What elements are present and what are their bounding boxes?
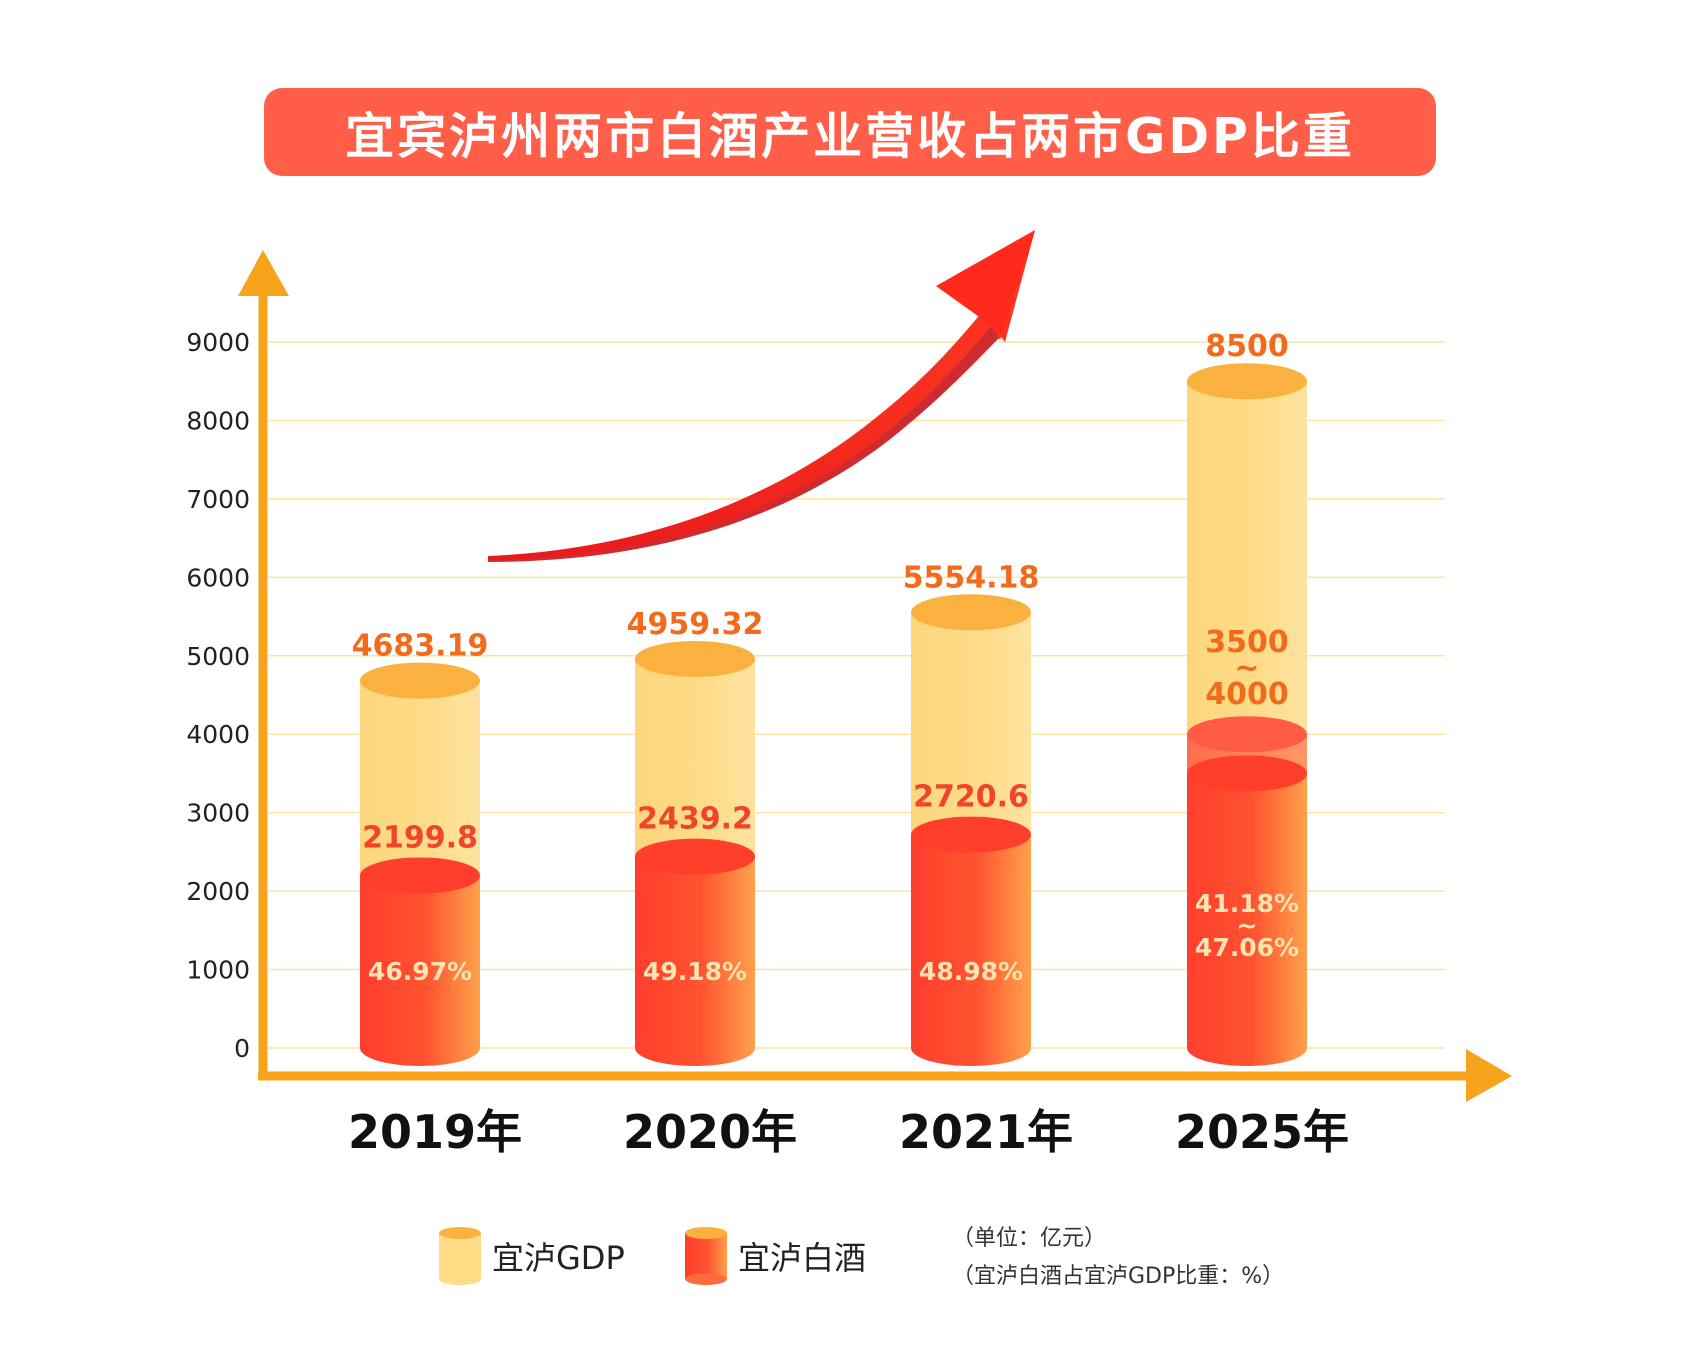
legend-gdp-label: 宜泸GDP (492, 1239, 625, 1277)
bar-group (1187, 363, 1307, 1066)
y-tick-label: 0 (234, 1034, 250, 1063)
y-tick-label: 9000 (186, 328, 250, 357)
liquor-value-label: 2199.8 (362, 820, 478, 855)
title-banner: 宜宾泸州两市白酒产业营收占两市GDP比重 (264, 88, 1436, 176)
x-axis-categories: 2019年 2020年 2021年 2025年 (348, 1105, 1349, 1159)
y-tick-label: 1000 (186, 956, 250, 985)
chart-title: 宜宾泸州两市白酒产业营收占两市GDP比重 (345, 107, 1355, 165)
y-tick-label: 3000 (186, 799, 250, 828)
x-axis-arrow-icon (1466, 1049, 1512, 1102)
liquor-value-label: 3500 ~4000 (1205, 625, 1289, 712)
bar-liquor-top (635, 838, 755, 875)
bar-liquor-top (911, 816, 1031, 853)
bar-liquor-base (911, 1030, 1031, 1066)
legend-gdp: 宜泸GDP (439, 1227, 625, 1285)
x-category-label: 2019年 (348, 1105, 522, 1159)
bar-gdp-top (911, 594, 1031, 631)
bar-gdp-top (1187, 363, 1307, 400)
bar-liquor-top (360, 857, 480, 894)
ratio-label: 49.18% (643, 957, 747, 986)
bar-liquor-base (1187, 1030, 1307, 1066)
bar-group (911, 594, 1031, 1066)
bar-liquor (635, 856, 755, 1048)
bar-group (635, 640, 755, 1066)
bar-liquor-base (635, 1030, 755, 1066)
gdp-value-label: 4683.19 (352, 629, 489, 664)
gdp-value-label: 8500 (1205, 329, 1289, 364)
bar-liquor (360, 875, 480, 1048)
ratio-label: 48.98% (919, 957, 1023, 986)
legend-liquor: 宜泸白酒 (685, 1227, 866, 1285)
bar-liquor-base (360, 1030, 480, 1066)
bar-liquor (1187, 773, 1307, 1048)
y-tick-label: 4000 (186, 720, 250, 749)
y-tick-label: 6000 (186, 563, 250, 592)
y-axis-arrow-icon (238, 250, 289, 296)
x-category-label: 2025年 (1175, 1105, 1349, 1159)
x-category-label: 2020年 (623, 1105, 797, 1159)
axes (238, 250, 1512, 1102)
bar-liquor-top (1187, 755, 1307, 792)
liquor-value-label: 2439.2 (637, 802, 753, 837)
x-category-label: 2021年 (899, 1105, 1073, 1159)
data-labels: 4683.19 2199.8 46.97% 4959.32 2439.2 49.18% 55… (352, 329, 1299, 986)
legend: 宜泸GDP 宜泸白酒 (439, 1227, 866, 1285)
gdp-value-label: 4959.32 (627, 607, 764, 642)
unit-note: （单位：亿元） (952, 1226, 1107, 1251)
unit-notes: （单位：亿元） （宜泸白酒占宜泸GDP比重：%） (952, 1220, 1284, 1296)
bars (360, 363, 1307, 1066)
y-axis-ticks: 0 1000 2000 3000 4000 5000 6000 7000 8000 9000 (186, 328, 250, 1063)
legend-liquor-swatch-icon (685, 1227, 727, 1239)
legend-gdp-swatch-icon (439, 1227, 481, 1239)
ratio-label: 41.18% ~47.06% (1195, 889, 1299, 962)
y-tick-label: 2000 (186, 877, 250, 906)
y-tick-label: 8000 (186, 406, 250, 435)
bar-group (360, 662, 480, 1066)
bar-gdp-top (635, 640, 755, 677)
bar-gdp-top (360, 662, 480, 699)
y-tick-label: 5000 (186, 642, 250, 671)
gdp-value-label: 5554.18 (903, 560, 1040, 595)
legend-liquor-label: 宜泸白酒 (738, 1239, 866, 1277)
y-tick-label: 7000 (186, 485, 250, 514)
growth-arrow-icon (488, 230, 1035, 562)
ratio-note: （宜泸白酒占宜泸GDP比重：%） (952, 1264, 1285, 1289)
liquor-value-label: 2720.6 (913, 780, 1029, 815)
ratio-label: 46.97% (368, 957, 472, 986)
bar-liquor (911, 834, 1031, 1048)
bar-liquor-range-top (1187, 716, 1307, 753)
